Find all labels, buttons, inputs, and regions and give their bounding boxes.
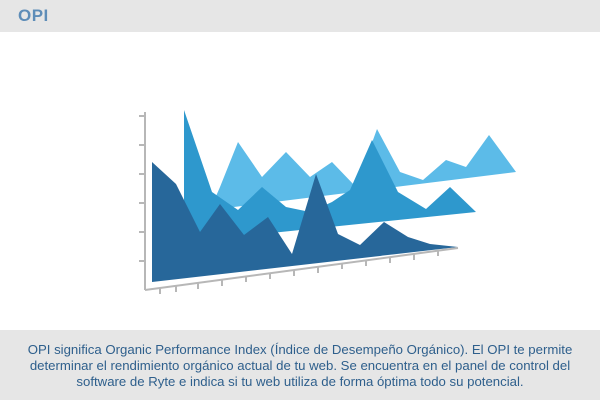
middle-area-series [184,110,476,242]
front-area-series [152,162,458,282]
page-title: OPI [18,6,49,25]
description-text: OPI significa Organic Performance Index … [27,342,573,389]
3d-area-chart-illustration [139,110,516,294]
header-bar: OPI [0,0,600,32]
illustration-panel [0,32,600,330]
axis-lines [139,112,459,294]
